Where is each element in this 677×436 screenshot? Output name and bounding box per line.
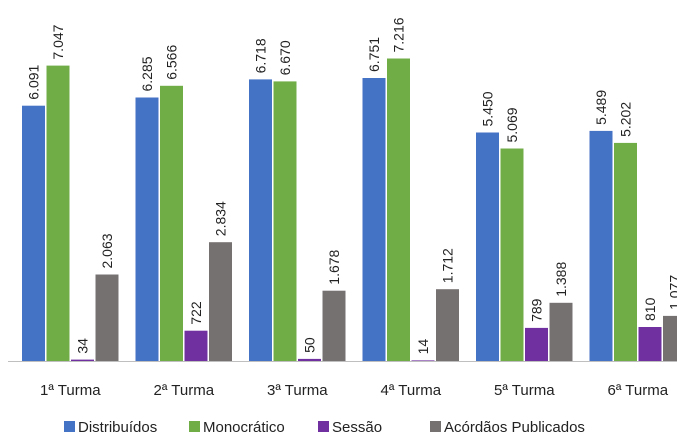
bar-4-2 <box>209 242 232 361</box>
data-label-1-2: 6.285 <box>139 56 155 91</box>
bar-1-4 <box>362 78 386 361</box>
bar-2-5 <box>500 148 524 361</box>
data-label-2-6: 5.202 <box>618 102 634 137</box>
bar-2-6 <box>614 142 637 361</box>
legend: Distribuídos Monocrático Sessão Acórdãos Pu… <box>64 419 585 436</box>
bar-4-1 <box>95 274 119 361</box>
bar-1-1 <box>22 105 45 361</box>
bar-3-2 <box>184 330 208 361</box>
legend-swatch-2 <box>189 421 200 432</box>
legend-swatch-1 <box>64 421 75 432</box>
data-label-4-1: 2.063 <box>99 233 115 268</box>
data-label-2-2: 6.566 <box>164 45 180 80</box>
category-label-3: 3ª Turma <box>267 382 328 399</box>
legend-label-2: Monocrático <box>203 419 285 436</box>
data-label-3-1: 34 <box>75 338 91 354</box>
bar-4-4 <box>436 289 459 361</box>
bar-3-4 <box>411 360 435 361</box>
data-label-2-3: 6.670 <box>277 40 293 75</box>
legend-label-1: Distribuídos <box>78 419 157 436</box>
data-label-3-3: 50 <box>302 337 318 353</box>
bar-1-2 <box>135 97 159 361</box>
data-label-3-4: 14 <box>415 339 431 355</box>
data-label-4-3: 1.678 <box>326 249 342 284</box>
category-labels-layer: 1ª Turma 2ª Turma 3ª Turma 4ª Turma 5ª Turma… <box>40 382 669 399</box>
data-label-4-6: 1.077 <box>667 275 677 310</box>
data-label-4-5: 1.388 <box>553 262 569 297</box>
category-label-4: 4ª Turma <box>381 382 442 399</box>
data-label-1-6: 5.489 <box>593 90 609 125</box>
data-label-2-5: 5.069 <box>504 107 520 142</box>
legend-swatch-4 <box>430 421 441 432</box>
data-label-3-2: 722 <box>188 301 204 325</box>
bar-1-6 <box>589 130 613 361</box>
data-label-1-3: 6.718 <box>253 38 269 73</box>
bar-3-1 <box>71 359 94 361</box>
bar-4-3 <box>322 290 346 361</box>
value-labels-layer: 6.091 7.047 34 2.063 6.285 6.566 722 2.834 6.718… <box>26 17 677 354</box>
bar-2-4 <box>387 58 410 361</box>
category-label-6: 6ª Turma <box>608 382 669 399</box>
bar-2-3 <box>273 81 297 362</box>
category-label-1: 1ª Turma <box>40 382 101 399</box>
data-label-3-6: 810 <box>642 297 658 321</box>
bar-3-5 <box>525 327 548 361</box>
data-label-4-4: 1.712 <box>440 248 456 283</box>
legend-swatch-3 <box>318 421 329 432</box>
bar-1-5 <box>476 132 499 361</box>
data-label-1-1: 6.091 <box>26 64 42 99</box>
bar-4-5 <box>549 302 573 361</box>
category-label-2: 2ª Turma <box>154 382 215 399</box>
data-label-2-4: 7.216 <box>391 17 407 52</box>
bar-4-6 <box>663 315 677 361</box>
legend-label-3: Sessão <box>332 419 382 436</box>
bar-1-3 <box>249 79 272 362</box>
category-label-5: 5ª Turma <box>494 382 555 399</box>
data-label-4-2: 2.834 <box>213 201 229 236</box>
bar-2-1 <box>46 65 70 361</box>
legend-label-4: Acórdãos Publicados <box>444 419 585 436</box>
bar-2-2 <box>160 85 183 362</box>
data-label-1-5: 5.450 <box>480 91 496 126</box>
bar-3-3 <box>298 358 321 361</box>
data-label-3-5: 789 <box>529 298 545 322</box>
data-label-1-4: 6.751 <box>366 37 382 72</box>
bar-3-6 <box>638 327 662 361</box>
bars-layer <box>22 58 677 362</box>
data-label-2-1: 7.047 <box>50 24 66 59</box>
